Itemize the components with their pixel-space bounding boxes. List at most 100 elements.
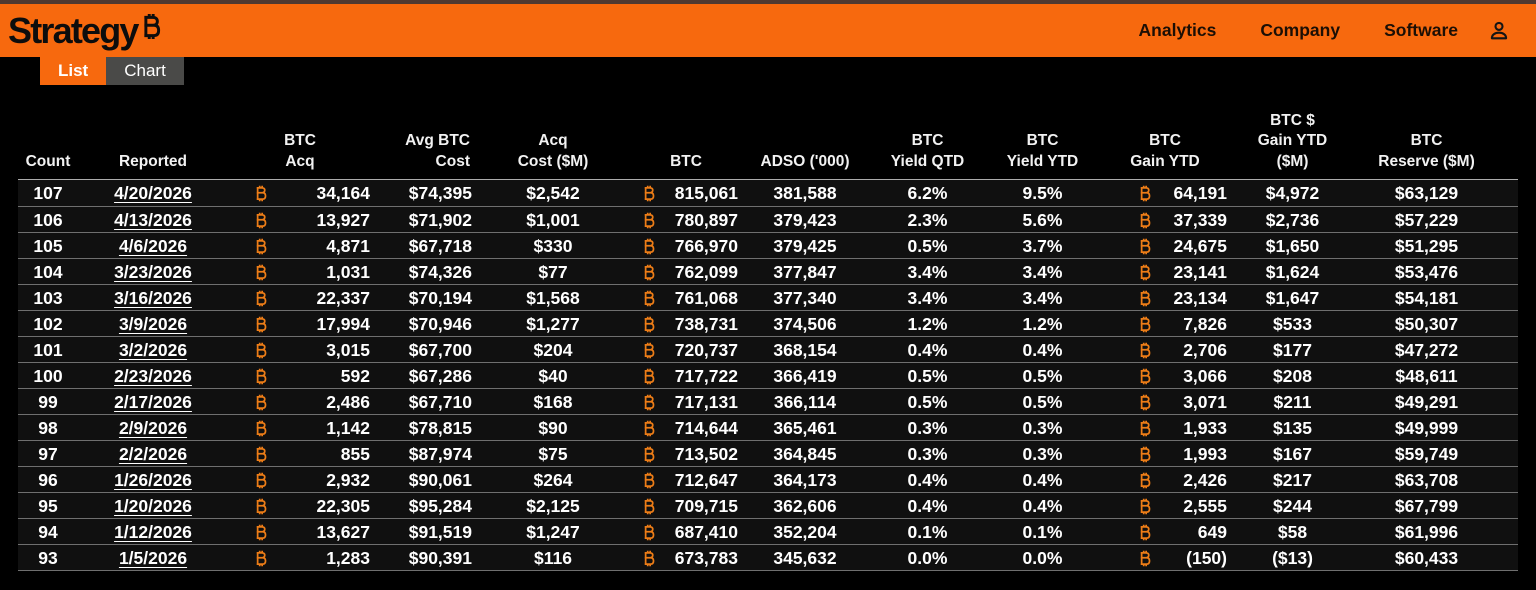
cell-btc-gain-ytd: 649 xyxy=(1100,519,1230,545)
reported-date-link[interactable]: 2/9/2026 xyxy=(118,418,188,439)
cell-btc-gain-ytd-usd: ($13) xyxy=(1272,548,1313,569)
cell-reported: 2/17/2026 xyxy=(78,389,228,415)
cell-btc-acq: 1,031 xyxy=(228,259,372,285)
bitcoin-icon xyxy=(254,264,267,281)
cell-btc-gain-ytd: 2,555 xyxy=(1100,493,1230,519)
reported-date-link[interactable]: 4/13/2026 xyxy=(114,210,192,231)
reported-date-link[interactable]: 1/12/2026 xyxy=(114,522,192,543)
reported-date-link[interactable]: 2/23/2026 xyxy=(114,366,192,387)
cell-btc-gain-ytd-usd: $244 xyxy=(1273,496,1312,517)
reported-date-link[interactable]: 3/23/2026 xyxy=(114,262,192,283)
cell-btc-total: 673,783 xyxy=(632,545,740,571)
nav-item-analytics[interactable]: Analytics xyxy=(1138,20,1217,40)
table-header-row: Count Reported BTC Acq Avg BTC Cost Acq … xyxy=(18,111,1518,181)
cell-btc-total: 717,722 xyxy=(632,363,740,389)
cell-acq-cost: $1,001 xyxy=(526,210,580,231)
reported-date-link[interactable]: 3/2/2026 xyxy=(118,340,188,361)
bitcoin-icon xyxy=(642,446,655,463)
reported-date-link[interactable]: 3/16/2026 xyxy=(114,288,192,309)
cell-adso: 362,606 xyxy=(773,496,837,517)
col-header-btc-gain-ytd-usd: BTC $ Gain YTD ($M) xyxy=(1257,112,1328,170)
bitcoin-icon xyxy=(642,342,655,359)
table-row: 104 3/23/2026 1,031 $74,326 $77 762,099 … xyxy=(18,258,1518,285)
bitcoin-icon xyxy=(1138,238,1151,255)
bitcoin-icon xyxy=(1138,420,1151,437)
cell-btc-reserve: $63,708 xyxy=(1394,470,1459,491)
cell-acq-cost: $90 xyxy=(538,418,568,439)
cell-avg-btc-cost: $67,286 xyxy=(408,366,472,387)
btc-acq-value: 22,305 xyxy=(316,496,370,517)
cell-btc-acq: 22,337 xyxy=(228,285,372,311)
nav-item-software[interactable]: Software xyxy=(1384,20,1458,40)
cell-btc-yield-ytd: 0.4% xyxy=(1022,470,1063,491)
bitcoin-icon xyxy=(254,212,267,229)
cell-btc-total: 738,731 xyxy=(632,311,740,337)
cell-btc-acq: 34,164 xyxy=(228,180,372,206)
cell-btc-yield-qtd: 3.4% xyxy=(907,262,948,283)
cell-adso: 377,847 xyxy=(773,262,837,283)
cell-btc-yield-ytd: 3.7% xyxy=(1022,236,1063,257)
bitcoin-icon xyxy=(254,185,267,202)
cell-btc-total: 762,099 xyxy=(632,259,740,285)
cell-btc-yield-qtd: 0.4% xyxy=(907,470,948,491)
brand-name: Strategy xyxy=(8,9,139,51)
btc-gain-ytd-value: 64,191 xyxy=(1173,183,1227,204)
reported-date-link[interactable]: 4/20/2026 xyxy=(114,183,192,204)
cell-avg-btc-cost: $70,946 xyxy=(408,314,472,335)
reported-date-link[interactable]: 3/9/2026 xyxy=(118,314,188,335)
cell-btc-gain-ytd: 2,706 xyxy=(1100,337,1230,363)
cell-avg-btc-cost: $95,284 xyxy=(408,496,472,517)
cell-btc-acq: 17,994 xyxy=(228,311,372,337)
cell-btc-reserve: $53,476 xyxy=(1394,262,1459,283)
table-row: 102 3/9/2026 17,994 $70,946 $1,277 738,7… xyxy=(18,310,1518,337)
table-row: 95 1/20/2026 22,305 $95,284 $2,125 709,7… xyxy=(18,492,1518,519)
cell-btc-gain-ytd: 1,933 xyxy=(1100,415,1230,441)
reported-date-link[interactable]: 2/17/2026 xyxy=(114,392,192,413)
cell-count: 96 xyxy=(38,470,58,491)
bitcoin-icon xyxy=(254,394,267,411)
cell-reported: 1/5/2026 xyxy=(78,545,228,571)
cell-count: 101 xyxy=(33,340,63,361)
cell-btc-acq: 1,142 xyxy=(228,415,372,441)
btc-acq-value: 13,627 xyxy=(316,522,370,543)
bitcoin-icon xyxy=(642,420,655,437)
cell-btc-reserve: $50,307 xyxy=(1394,314,1459,335)
tab-chart[interactable]: Chart xyxy=(106,57,184,85)
reported-date-link[interactable]: 1/26/2026 xyxy=(114,470,192,491)
reported-date-link[interactable]: 2/2/2026 xyxy=(118,444,188,465)
cell-btc-gain-ytd: 3,066 xyxy=(1100,363,1230,389)
cell-btc-gain-ytd-usd: $211 xyxy=(1273,392,1312,413)
cell-acq-cost: $116 xyxy=(534,548,572,569)
brand-logo[interactable]: Strategy xyxy=(8,7,161,55)
tab-list[interactable]: List xyxy=(40,57,107,85)
table-row: 93 1/5/2026 1,283 $90,391 $116 673,783 3… xyxy=(18,544,1518,571)
cell-btc-yield-ytd: 0.1% xyxy=(1022,522,1063,543)
cell-btc-yield-qtd: 0.3% xyxy=(907,418,948,439)
btc-acq-value: 592 xyxy=(340,366,370,387)
cell-btc-gain-ytd-usd: $208 xyxy=(1273,366,1312,387)
bitcoin-icon xyxy=(254,420,267,437)
reported-date-link[interactable]: 1/5/2026 xyxy=(118,548,188,569)
cell-acq-cost: $1,247 xyxy=(526,522,580,543)
cell-btc-yield-qtd: 0.5% xyxy=(907,236,948,257)
reported-date-link[interactable]: 4/6/2026 xyxy=(118,236,188,257)
btc-gain-ytd-value: 2,426 xyxy=(1183,470,1227,491)
cell-btc-total: 687,410 xyxy=(632,519,740,545)
cell-reported: 4/13/2026 xyxy=(78,207,228,233)
cell-btc-gain-ytd-usd: $533 xyxy=(1273,314,1312,335)
btc-gain-ytd-value: 649 xyxy=(1197,522,1227,543)
nav-item-company[interactable]: Company xyxy=(1260,20,1341,40)
cell-reported: 3/16/2026 xyxy=(78,285,228,311)
cell-btc-yield-ytd: 5.6% xyxy=(1022,210,1063,231)
cell-btc-yield-ytd: 1.2% xyxy=(1022,314,1063,335)
bitcoin-icon xyxy=(642,524,655,541)
reported-date-link[interactable]: 1/20/2026 xyxy=(114,496,192,517)
cell-btc-yield-ytd: 0.5% xyxy=(1022,392,1063,413)
person-icon[interactable] xyxy=(1486,18,1512,44)
cell-btc-gain-ytd-usd: $167 xyxy=(1273,444,1312,465)
table-row: 100 2/23/2026 592 $67,286 $40 717,722 36… xyxy=(18,362,1518,389)
btc-acq-value: 855 xyxy=(340,444,370,465)
table-row: 103 3/16/2026 22,337 $70,194 $1,568 761,… xyxy=(18,284,1518,311)
cell-btc-total: 780,897 xyxy=(632,207,740,233)
bitcoin-icon xyxy=(642,212,655,229)
